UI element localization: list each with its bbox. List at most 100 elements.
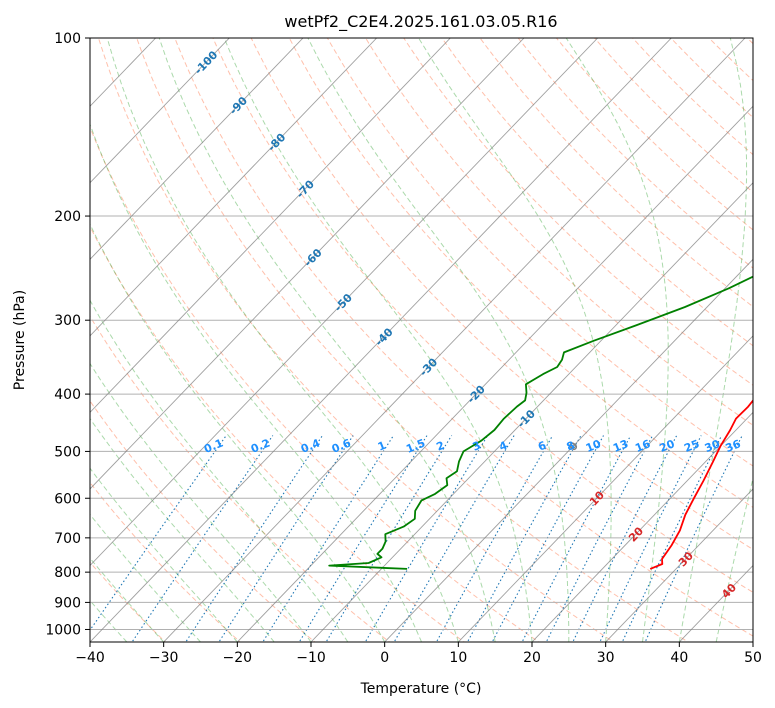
- y-tick-label: 600: [54, 491, 81, 507]
- y-tick-label: 300: [54, 313, 81, 329]
- isotherm-line: [90, 38, 378, 337]
- dry-adiabat: [97, 38, 615, 642]
- moist-adiabat: [90, 557, 165, 642]
- isotherm-line: [90, 38, 230, 184]
- mixing-ratio-label: 10: [584, 437, 603, 455]
- isotherm-line: [90, 38, 304, 260]
- mixing-ratio-label: 30: [703, 437, 722, 455]
- dry-adiabat: [631, 38, 753, 156]
- moist-adiabat: [565, 38, 669, 642]
- isotherm-line: [531, 411, 753, 642]
- y-axis-label: Pressure (hPa): [12, 290, 28, 390]
- isotherm-line: [237, 105, 753, 642]
- mixing-ratio-lines: [90, 435, 743, 642]
- dry-adiabat: [403, 38, 753, 386]
- mixing-ratio-line: [393, 435, 515, 642]
- mixing-ratio-label: 16: [633, 437, 652, 455]
- mixing-ratio-line: [545, 435, 654, 642]
- mixing-ratio-line: [491, 435, 604, 642]
- mixing-ratio-line: [185, 435, 323, 642]
- plot-area: -100-90-80-70-60-50-40-30-20-10010203040…: [90, 38, 753, 642]
- isotherm-line: [458, 335, 753, 642]
- dry-adiabat: [365, 38, 753, 426]
- mixing-ratio-line: [621, 435, 723, 642]
- moist-adiabat: [678, 38, 748, 642]
- isotherm-line: [163, 38, 746, 642]
- moist-adiabat: [90, 467, 238, 642]
- x-axis-label: Temperature (°C): [360, 681, 482, 697]
- sounding-profiles: [328, 275, 753, 570]
- x-tick-label: −30: [149, 650, 179, 666]
- isotherm-line: [310, 182, 753, 642]
- mixing-ratio-label: 1: [376, 439, 388, 454]
- moist-adiabat: [90, 222, 386, 642]
- mixing-ratio-line: [262, 435, 394, 642]
- x-tick-label: −10: [296, 650, 326, 666]
- moist-adiabat: [90, 513, 201, 642]
- moist-adiabat: [90, 299, 349, 642]
- y-axis: 100 200 300 400 500 600 700 800 900 1000: [45, 31, 90, 638]
- moist-adiabat: [418, 38, 612, 642]
- dry-adiabat: [288, 38, 753, 508]
- mixing-ratio-line: [218, 435, 354, 642]
- mixing-ratio-line: [298, 435, 428, 642]
- pressure-gridlines: [90, 38, 753, 630]
- plot-frame: [89, 37, 754, 643]
- dry-adiabat: [555, 38, 753, 231]
- dry-adiabat: [517, 38, 753, 269]
- isotherm-line: [90, 38, 525, 490]
- dry-adiabat: [136, 38, 690, 642]
- y-tick-label: 200: [54, 209, 81, 225]
- moist-adiabat: [90, 122, 422, 642]
- y-tick-label: 100: [54, 31, 81, 47]
- isotherm-line: [605, 488, 753, 642]
- x-tick-label: −40: [75, 650, 105, 666]
- y-tick-label: 1000: [45, 622, 81, 638]
- x-tick-label: 10: [449, 650, 467, 666]
- dry-adiabat: [90, 400, 316, 642]
- dry-adiabat: [593, 38, 753, 193]
- y-tick-label: 800: [54, 565, 81, 581]
- moist-adiabat: [90, 599, 128, 642]
- skewed-isotherms: [90, 38, 753, 642]
- x-tick-label: 40: [670, 650, 688, 666]
- isotherm-line: [90, 38, 672, 642]
- moist-adiabat: [307, 38, 570, 642]
- x-tick-label: 50: [744, 650, 762, 666]
- mixing-ratio-line: [90, 435, 227, 632]
- isotherm-line: [384, 258, 753, 642]
- x-tick-label: −20: [223, 650, 253, 666]
- mixing-ratio-label: 20: [658, 437, 677, 455]
- y-tick-label: 900: [54, 595, 81, 611]
- mixing-ratio-label: 36: [723, 437, 742, 455]
- mixing-ratio-label: 2: [434, 439, 446, 454]
- mixing-ratio-line: [521, 435, 632, 642]
- mixing-ratio-line: [364, 435, 489, 642]
- y-tick-label: 400: [54, 387, 81, 403]
- chart-title: wetPf2_C2E4.2025.161.03.05.R16: [284, 12, 557, 32]
- moist-adiabat: [715, 476, 753, 642]
- dry-adiabat: [90, 481, 241, 642]
- moist-adiabat: [106, 38, 459, 642]
- x-tick-label: 30: [597, 650, 615, 666]
- x-tick-label: 20: [523, 650, 541, 666]
- dry-adiabat: [441, 38, 753, 347]
- moist-adiabat: [223, 38, 533, 642]
- isotherm-line: [90, 38, 451, 414]
- x-tick-label: 0: [380, 650, 389, 666]
- isotherm-line: [90, 38, 599, 567]
- dry-adiabat: [479, 38, 753, 308]
- x-axis: −40 −30 −20 −10 0 10 20 30 40 50: [75, 642, 762, 666]
- dry-adiabat: [90, 225, 465, 642]
- dewpoint-profile: [328, 275, 753, 570]
- temperature-profile: [649, 399, 753, 570]
- y-tick-label: 500: [54, 444, 81, 460]
- dry-adiabat: [250, 38, 753, 551]
- mixing-ratio-line: [644, 435, 743, 642]
- dry-adiabat: [212, 38, 753, 593]
- mixing-ratio-label: 25: [682, 437, 701, 455]
- dry-adiabat: [90, 315, 391, 642]
- dry-adiabat: [326, 38, 753, 467]
